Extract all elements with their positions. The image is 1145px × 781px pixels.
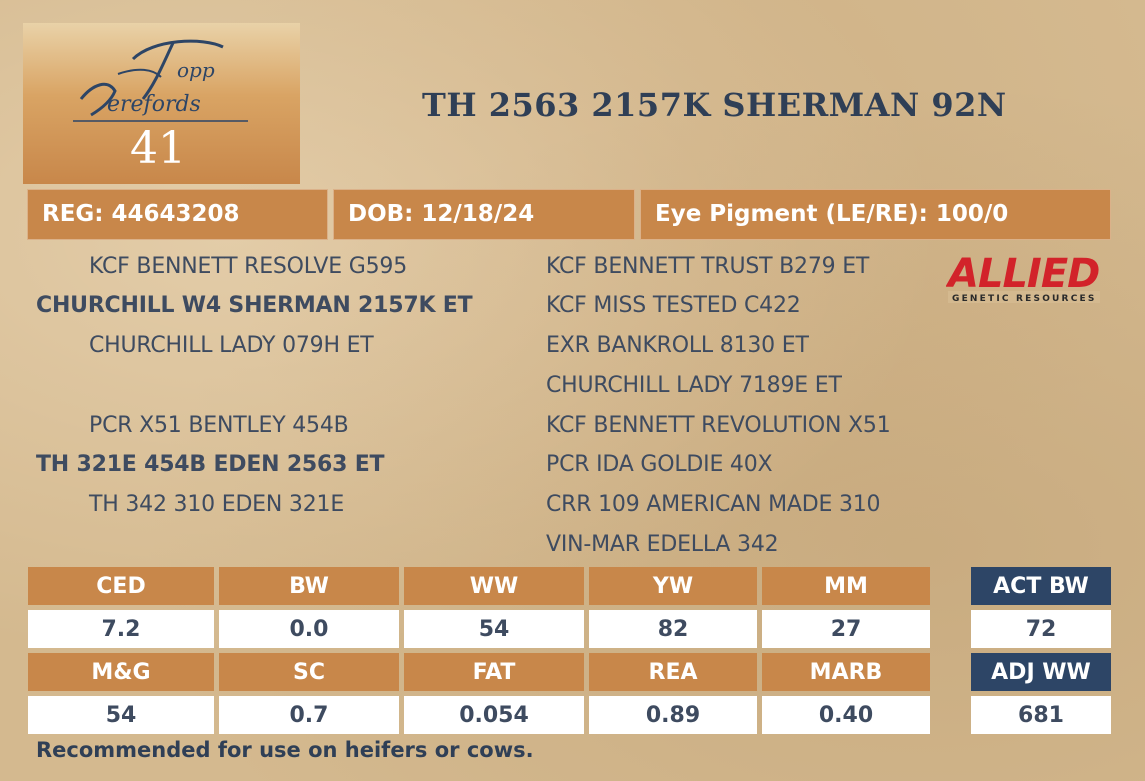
eye-pigment: Eye Pigment (LE/RE): 100/0 [640, 189, 1111, 240]
topp-herefords-logo: opp erefords [73, 39, 248, 122]
pedigree-dam: TH 321E 454B EDEN 2563 ET [36, 452, 385, 477]
pedigree-sire-sire-dam: KCF MISS TESTED C422 [546, 293, 801, 318]
epd-value-yw: 82 [589, 610, 757, 648]
epd-value-ww: 54 [404, 610, 584, 648]
pedigree-sire-sire-sire: KCF BENNETT TRUST B279 ET [546, 254, 870, 279]
allied-genetic-resources-logo: ALLIED GENETIC RESOURCES [946, 251, 1100, 304]
registration-number: REG: 44643208 [27, 189, 328, 240]
pedigree-dam-sire-sire: KCF BENNETT REVOLUTION X51 [546, 413, 891, 438]
pedigree-sire: CHURCHILL W4 SHERMAN 2157K ET [36, 293, 473, 318]
svg-text:opp: opp [177, 58, 215, 82]
epd-value-mm: 27 [762, 610, 930, 648]
pedigree-dam-sire-dam: PCR IDA GOLDIE 40X [546, 452, 773, 477]
epd-value-ced: 7.2 [28, 610, 214, 648]
epd-header-mm: MM [762, 567, 930, 605]
adj-ww-header: ADJ WW [971, 653, 1111, 691]
footnote: Recommended for use on heifers or cows. [36, 738, 534, 762]
lot-number: 41 [130, 123, 186, 174]
pedigree-sire-dam: CHURCHILL LADY 079H ET [89, 333, 374, 358]
actuals-table: ACT BW 72 ADJ WW 681 [966, 562, 1116, 739]
epd-value-bw: 0.0 [219, 610, 399, 648]
epd-header-marb: MARB [762, 653, 930, 691]
logo-panel: opp erefords 41 [23, 23, 300, 184]
pedigree-sire-dam-dam: CHURCHILL LADY 7189E ET [546, 373, 842, 398]
epd-header-fat: FAT [404, 653, 584, 691]
pedigree-dam-dam-sire: CRR 109 AMERICAN MADE 310 [546, 492, 881, 517]
date-of-birth: DOB: 12/18/24 [333, 189, 635, 240]
pedigree-dam-sire: PCR X51 BENTLEY 454B [89, 413, 349, 438]
animal-name: TH 2563 2157K SHERMAN 92N [422, 86, 1007, 124]
epd-header-rea: REA [589, 653, 757, 691]
epd-header-yw: YW [589, 567, 757, 605]
epd-value-fat: 0.054 [404, 696, 584, 734]
epd-header-ced: CED [28, 567, 214, 605]
pedigree-sire-dam-sire: EXR BANKROLL 8130 ET [546, 333, 809, 358]
pedigree-dam-dam-dam: VIN-MAR EDELLA 342 [546, 532, 779, 557]
epd-header-ww: WW [404, 567, 584, 605]
adj-ww-value: 681 [971, 696, 1111, 734]
info-bar: REG: 44643208 DOB: 12/18/24 Eye Pigment … [27, 189, 1111, 240]
epd-table: CED BW WW YW MM 7.2 0.0 54 82 27 M&G SC … [23, 562, 935, 739]
epd-header-bw: BW [219, 567, 399, 605]
pedigree-sire-sire: KCF BENNETT RESOLVE G595 [89, 254, 408, 279]
epd-value-sc: 0.7 [219, 696, 399, 734]
epd-header-mg: M&G [28, 653, 214, 691]
act-bw-value: 72 [971, 610, 1111, 648]
epd-value-mg: 54 [28, 696, 214, 734]
epd-header-sc: SC [219, 653, 399, 691]
epd-value-marb: 0.40 [762, 696, 930, 734]
allied-logo-tagline: GENETIC RESOURCES [952, 294, 1097, 304]
act-bw-header: ACT BW [971, 567, 1111, 605]
allied-logo-wordmark: ALLIED [946, 251, 1099, 297]
pedigree-dam-dam: TH 342 310 EDEN 321E [89, 492, 345, 517]
epd-value-rea: 0.89 [589, 696, 757, 734]
svg-text:erefords: erefords [107, 92, 201, 117]
